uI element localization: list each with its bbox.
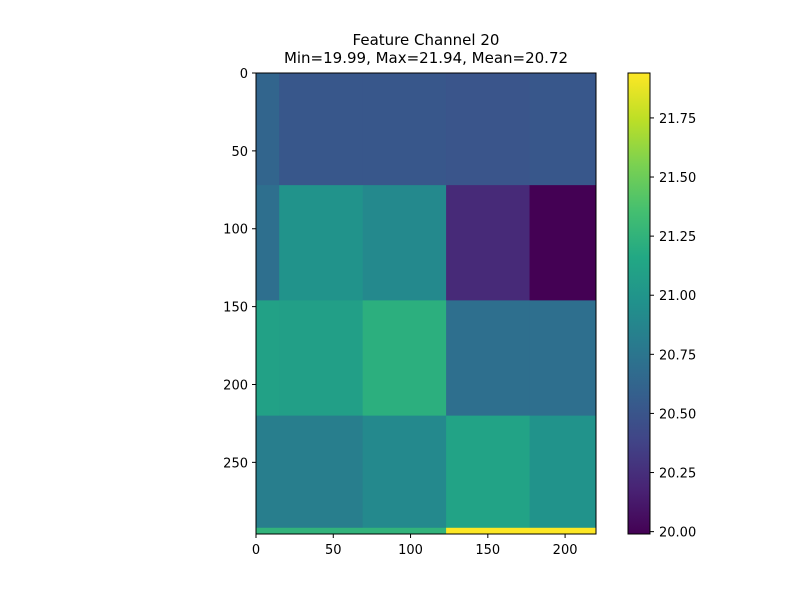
colorbar-gradient bbox=[627, 72, 651, 535]
colorbar-tick-label: 21.75 bbox=[659, 112, 696, 127]
heatmap-cell bbox=[446, 185, 531, 301]
heatmap-cell bbox=[529, 73, 597, 186]
y-tick-label: 50 bbox=[231, 145, 248, 160]
colorbar-tick-label: 21.25 bbox=[659, 230, 696, 245]
heatmap-cell bbox=[529, 300, 597, 417]
heatmap-cell bbox=[256, 415, 280, 529]
heatmap-cell bbox=[446, 300, 531, 417]
x-tick-label: 150 bbox=[475, 543, 500, 558]
heatmap-cell bbox=[529, 415, 597, 529]
colorbar-tick-label: 20.50 bbox=[659, 407, 696, 422]
heatmap-cell bbox=[529, 185, 597, 301]
x-tick-label: 50 bbox=[325, 543, 342, 558]
heatmap-cell bbox=[256, 300, 280, 417]
heatmap-cell bbox=[362, 415, 447, 529]
colorbar-tick-label: 20.75 bbox=[659, 348, 696, 363]
heatmap-cell bbox=[279, 73, 364, 186]
colorbar-tick-label: 20.25 bbox=[659, 467, 696, 482]
heatmap-cell bbox=[446, 415, 531, 529]
colorbar-tick-label: 21.50 bbox=[659, 171, 696, 186]
heatmap-cell bbox=[279, 415, 364, 529]
x-tick-label: 0 bbox=[252, 543, 260, 558]
axes: 0 50 100 150 200 0 50 100 150 200 250 bbox=[223, 67, 577, 558]
heatmap-cells bbox=[256, 73, 597, 535]
heatmap-cell bbox=[256, 73, 280, 186]
colorbar: 20.00 20.25 20.50 20.75 21.00 21.25 21.50 21.75 bbox=[627, 72, 696, 541]
y-tick-label: 0 bbox=[240, 67, 248, 82]
heatmap-cell bbox=[362, 300, 447, 417]
chart-title: Feature Channel 20 bbox=[352, 31, 500, 49]
heatmap-cell bbox=[446, 73, 531, 186]
heatmap-cell bbox=[279, 300, 364, 417]
y-tick-label: 150 bbox=[223, 301, 248, 316]
y-tick-label: 100 bbox=[223, 223, 248, 238]
colorbar-tick-label: 21.00 bbox=[659, 289, 696, 304]
y-tick-label: 250 bbox=[223, 456, 248, 471]
colorbar-tick-label: 20.00 bbox=[659, 526, 696, 541]
chart-subtitle: Min=19.99, Max=21.94, Mean=20.72 bbox=[283, 49, 569, 67]
plot-frame bbox=[255, 72, 597, 535]
y-tick-label: 200 bbox=[223, 378, 248, 393]
heatmap-cell bbox=[446, 527, 597, 535]
heatmap-cell bbox=[279, 185, 364, 301]
x-tick-label: 200 bbox=[553, 543, 578, 558]
heatmap-cell bbox=[256, 185, 280, 301]
heatmap-cell bbox=[362, 73, 447, 186]
heatmap-cell bbox=[362, 185, 447, 301]
x-tick-label: 100 bbox=[398, 543, 423, 558]
heatmap-cell bbox=[256, 527, 447, 535]
